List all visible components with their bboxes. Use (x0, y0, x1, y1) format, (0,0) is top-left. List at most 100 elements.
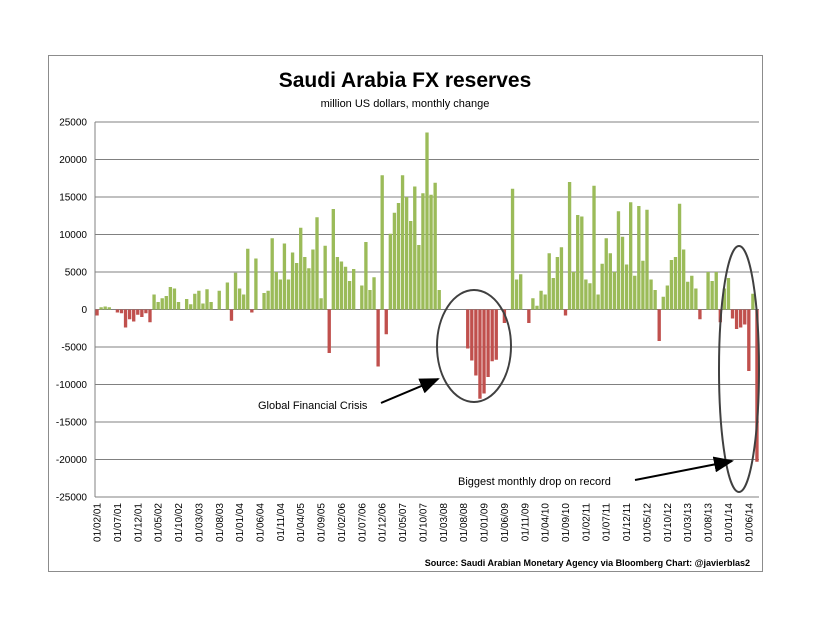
x-tick-label: 01/05/07 (398, 503, 409, 542)
bar (514, 279, 519, 310)
bar (217, 290, 221, 310)
bar (413, 186, 417, 310)
y-tick-label: 20000 (59, 155, 87, 166)
chart-title: Saudi Arabia FX reserves (279, 69, 532, 92)
bar (698, 309, 702, 320)
bar (755, 309, 759, 462)
bar (168, 287, 173, 310)
bar (633, 275, 637, 310)
x-tick-label: 01/06/09 (500, 503, 511, 542)
gfc-ellipse (436, 289, 512, 403)
bar (286, 279, 291, 310)
bar (237, 288, 242, 310)
chart-subtitle: million US dollars, monthly change (321, 98, 490, 110)
bar (299, 227, 303, 310)
bar (466, 309, 470, 349)
bar (107, 307, 111, 310)
y-tick-label: 5000 (65, 268, 88, 279)
bar (657, 309, 661, 341)
bar (368, 290, 372, 310)
bar (584, 279, 588, 310)
y-tick-label: -5000 (61, 343, 87, 354)
bar (99, 307, 103, 310)
bar (380, 175, 384, 310)
bar (478, 309, 482, 399)
bar (543, 294, 547, 310)
bar (127, 309, 132, 320)
x-tick-label: 01/10/12 (663, 503, 674, 542)
bar (645, 209, 649, 310)
bar (653, 290, 657, 310)
bar (743, 309, 747, 325)
bar (437, 290, 441, 310)
y-tick-label: -20000 (56, 455, 88, 466)
bar (347, 281, 352, 310)
bar (571, 272, 576, 310)
bar (490, 309, 494, 362)
bar (303, 257, 307, 310)
bar (193, 293, 197, 310)
x-tick-label: 01/01/09 (480, 503, 491, 542)
x-tick-label: 01/12/01 (133, 503, 144, 542)
bar (576, 215, 580, 310)
bar (612, 272, 617, 310)
bar (115, 309, 120, 313)
bar (519, 274, 523, 310)
y-tick-label: 15000 (59, 193, 87, 204)
bar (176, 302, 181, 310)
bar (641, 260, 645, 310)
x-tick-label: 01/06/04 (255, 503, 266, 542)
chart-svg: Saudi Arabia FX reserves million US doll… (56, 69, 760, 568)
y-tick-label: -25000 (56, 493, 88, 504)
bar (392, 212, 397, 310)
bar (747, 309, 751, 371)
bar (282, 243, 287, 310)
bar (417, 245, 421, 310)
bar (144, 309, 148, 314)
bar (197, 290, 201, 310)
bar (686, 281, 690, 310)
bar (132, 309, 136, 322)
bar (706, 272, 710, 310)
x-tick-label: 01/02/01 (93, 503, 104, 542)
drop-ellipse (718, 245, 760, 493)
x-tick-label: 01/09/10 (561, 503, 572, 542)
bar (669, 260, 674, 310)
bar (531, 298, 535, 310)
bar (376, 309, 380, 367)
x-tick-label: 01/03/08 (439, 503, 450, 542)
bar (665, 285, 670, 310)
bar (233, 272, 238, 310)
bar (425, 132, 429, 310)
bar (319, 298, 323, 310)
bar (567, 182, 572, 310)
bar (637, 206, 641, 310)
bar-layer (95, 132, 759, 462)
bar (396, 203, 401, 310)
x-tick-label: 01/05/02 (154, 503, 165, 542)
bar (343, 266, 348, 310)
bar (372, 277, 376, 310)
source-note: Source: Saudi Arabian Monetary Agency vi… (425, 558, 750, 568)
bar (714, 272, 718, 310)
bar (364, 242, 368, 310)
bar (189, 304, 193, 310)
bar (140, 309, 144, 317)
bar (184, 299, 189, 310)
bar (710, 281, 714, 310)
bar (739, 309, 743, 328)
x-tick-label: 01/11/09 (520, 503, 531, 542)
x-tick-label: 01/11/04 (276, 503, 287, 542)
bar (600, 263, 604, 310)
bar (580, 216, 584, 310)
bar (156, 302, 160, 310)
bar (608, 253, 612, 310)
x-tick-label: 01/08/03 (215, 503, 226, 542)
bar (726, 278, 731, 310)
bar (323, 245, 327, 310)
bar (307, 268, 311, 310)
bar (539, 290, 543, 310)
x-tick-label: 01/07/01 (113, 503, 124, 542)
bar (201, 303, 205, 310)
bar (649, 279, 653, 310)
